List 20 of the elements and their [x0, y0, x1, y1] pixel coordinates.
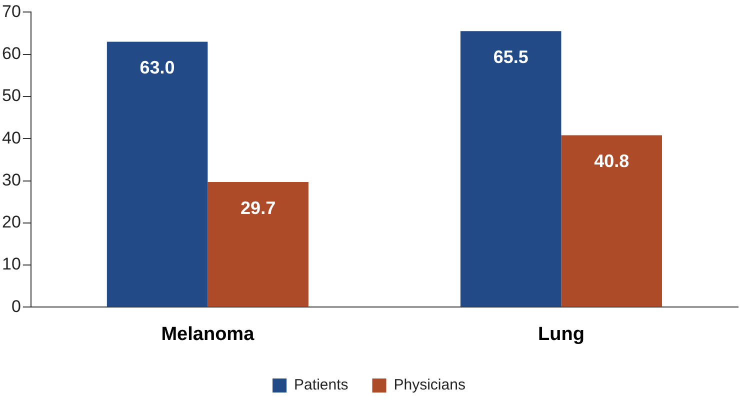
bar [460, 31, 562, 307]
data-label: 40.8 [594, 151, 630, 172]
bar [208, 182, 308, 307]
y-tick-label: 60 [2, 44, 21, 64]
x-tick-label: Melanoma [161, 324, 255, 345]
bar [106, 42, 208, 307]
data-label: 65.5 [493, 47, 528, 68]
y-tick-label: 40 [2, 128, 21, 148]
y-tick-label: 50 [2, 86, 21, 106]
legend-label: Physicians [394, 376, 466, 394]
data-label: 63.0 [140, 58, 175, 78]
y-tick-label: 0 [11, 296, 21, 316]
y-tick-label: 20 [2, 212, 21, 232]
data-label: 29.7 [240, 198, 276, 218]
bar [561, 135, 662, 307]
y-tick-label: 10 [2, 254, 21, 274]
y-tick-label: 30 [2, 170, 21, 190]
legend-label: Patients [294, 376, 348, 394]
x-tick-label: Lung [538, 324, 584, 345]
y-tick-label: 70 [2, 2, 21, 21]
